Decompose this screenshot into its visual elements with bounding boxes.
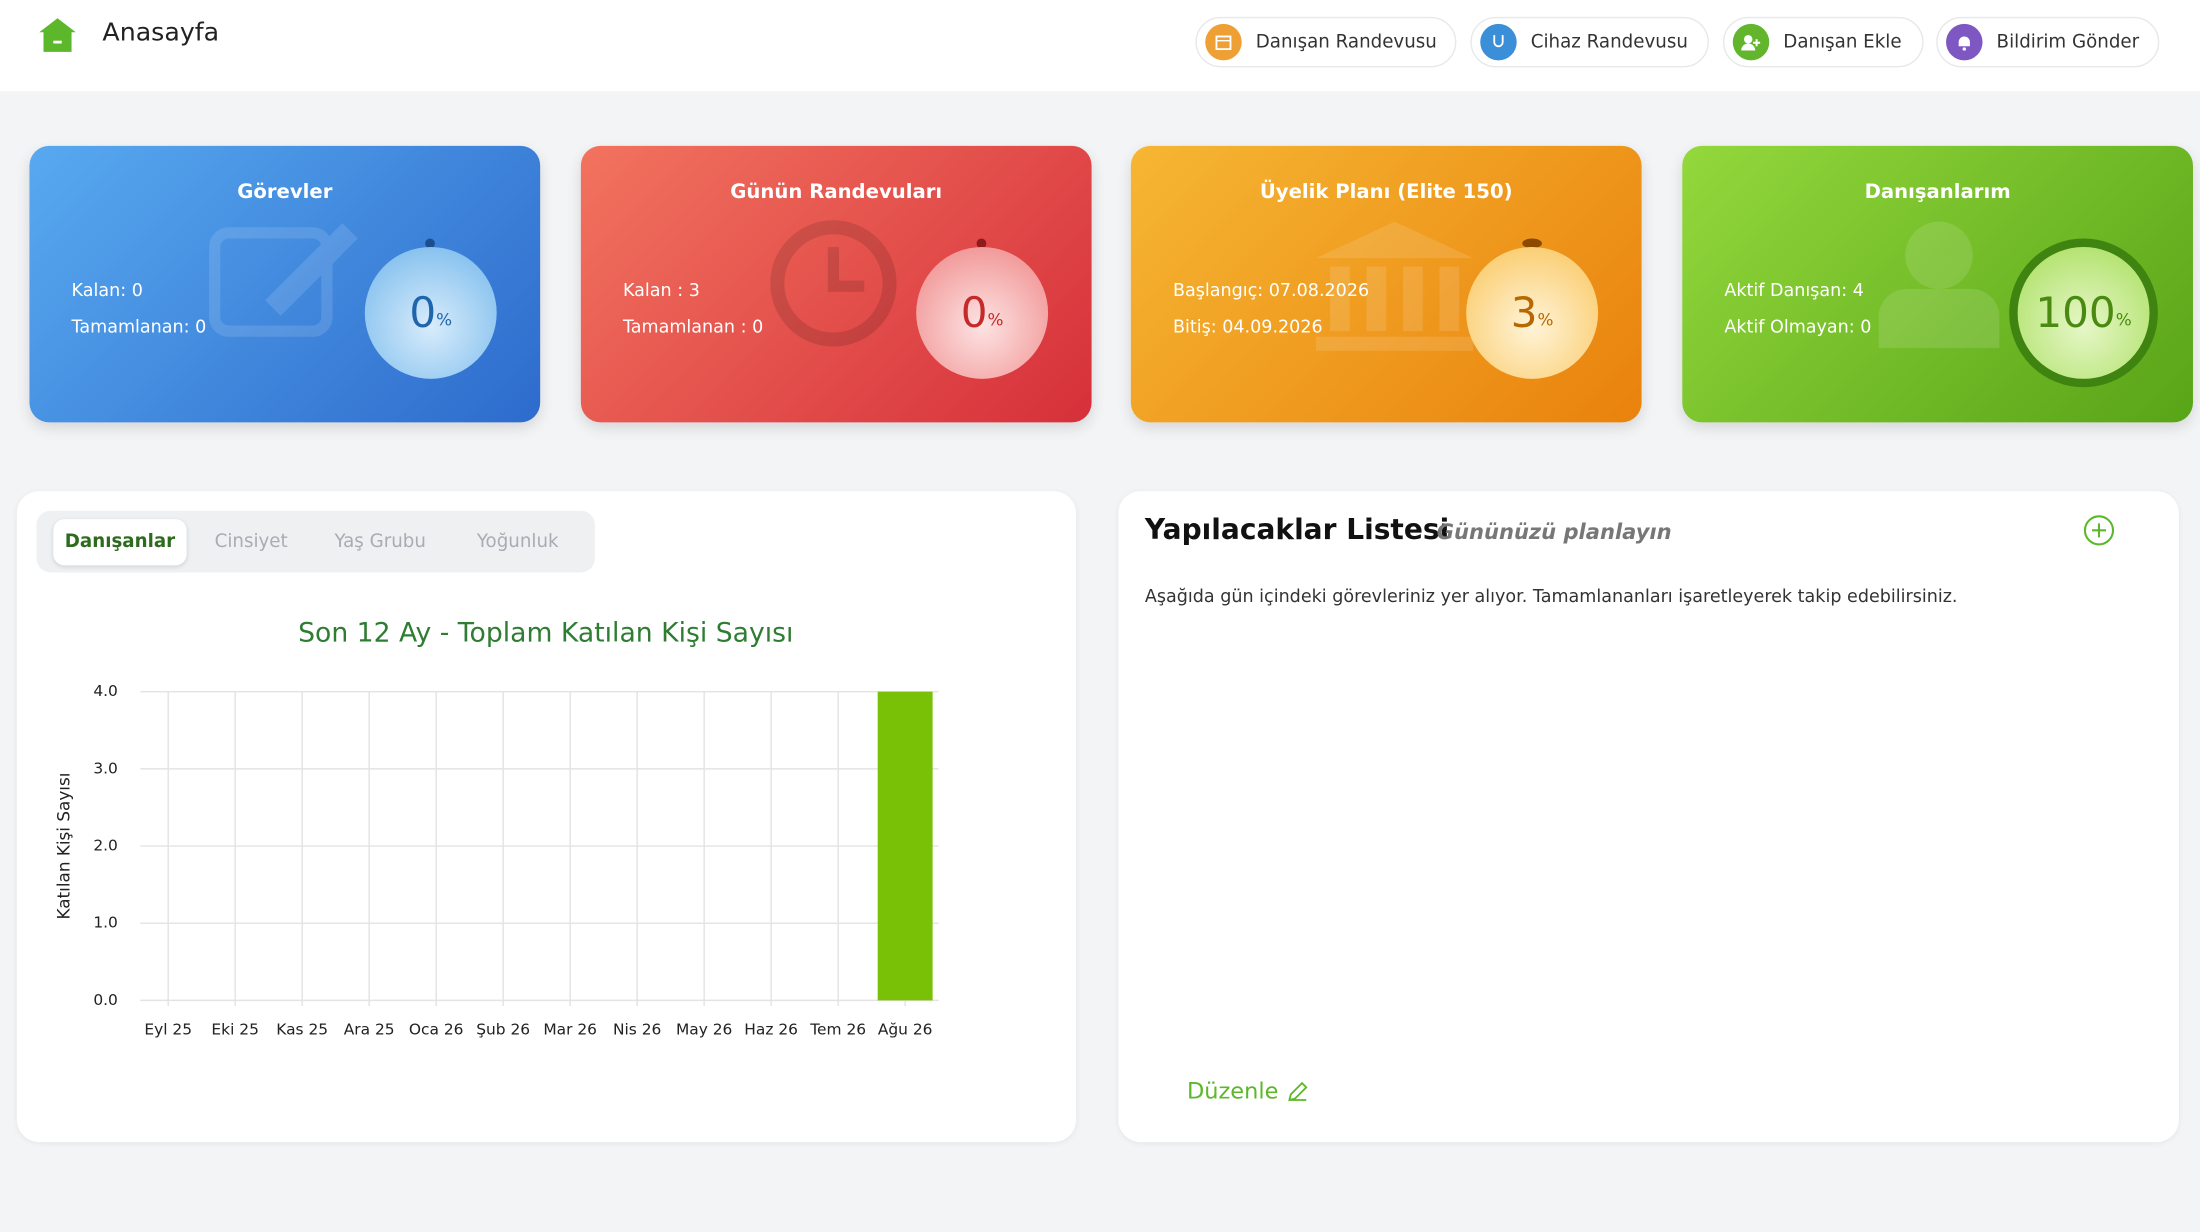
tab[interactable]: Danışanlar <box>53 519 187 566</box>
percent: 0 <box>960 288 988 338</box>
stat-card[interactable]: Üyelik Planı (Elite 150) Başlangıç: 07.0… <box>1130 145 1642 423</box>
y-tick-label: 0.0 <box>93 991 118 1009</box>
home-icon[interactable] <box>38 17 77 53</box>
y-tick-label: 2.0 <box>93 837 118 855</box>
card-line: Aktif Olmayan: 0 <box>1724 315 1872 337</box>
card-line: Aktif Danışan: 4 <box>1724 279 1864 301</box>
x-tick-label: May 26 <box>676 1020 732 1038</box>
button-label: Bildirim Gönder <box>1996 31 2140 53</box>
percent: 100 <box>2035 288 2116 338</box>
button-label: Danışan Randevusu <box>1255 31 1437 53</box>
edit-link[interactable]: Düzenle <box>1186 1077 1311 1105</box>
x-tick-label: Oca 26 <box>409 1020 464 1038</box>
gauge-dot <box>976 238 987 249</box>
x-tick-label: Haz 26 <box>744 1020 798 1038</box>
todo-panel: Yapılacaklar Listesi Gününüzü planlayın … <box>1118 491 2179 1143</box>
todo-title: Yapılacaklar Listesi <box>1144 512 1450 546</box>
edit-label: Düzenle <box>1186 1077 1279 1105</box>
x-tick-label: Eyl 25 <box>144 1020 192 1038</box>
button[interactable]: Bildirim Gönder <box>1936 16 2160 68</box>
x-tick-label: Kas 25 <box>276 1020 328 1038</box>
todo-subtitle: Gününüzü planlayın <box>1436 519 1672 545</box>
card-title: Üyelik Planı (Elite 150) <box>1259 180 1513 204</box>
gauge: 100% <box>2009 238 2158 388</box>
chart-panel: Danışanlar Cinsiyet Yaş Grubu Yoğunluk S… <box>16 491 1077 1143</box>
card-title: Danışanlarım <box>1864 180 2011 204</box>
x-tick-label: Mar 26 <box>543 1020 597 1038</box>
button[interactable]: Danışan Ekle <box>1722 16 1924 68</box>
header: Anasayfa Danışan Randevusu Cihaz Randevu… <box>0 0 2200 92</box>
y-axis-label: Katılan Kişi Sayısı <box>54 773 74 920</box>
card-line: Başlangıç: 07.08.2026 <box>1172 279 1370 301</box>
percent-unit: % <box>2115 310 2132 330</box>
card-icon <box>1878 221 2000 348</box>
chart-title: Son 12 Ay - Toplam Katılan Kişi Sayısı <box>298 618 793 649</box>
card-line: Tamamlanan: 0 <box>71 315 207 337</box>
card-line: Bitiş: 04.09.2026 <box>1172 315 1323 337</box>
card-title: Görevler <box>237 180 333 204</box>
percent-unit: % <box>987 310 1004 330</box>
percent: 3 <box>1510 288 1538 338</box>
card-line: Tamamlanan : 0 <box>622 315 764 337</box>
percent-unit: % <box>436 310 453 330</box>
tab-bar: Danışanlar Cinsiyet Yaş Grubu Yoğunluk <box>36 510 595 573</box>
y-tick-label: 1.0 <box>93 914 118 932</box>
card-icon <box>209 223 358 337</box>
button-label: Danışan Ekle <box>1783 31 1902 53</box>
bar <box>877 691 933 1001</box>
x-tick-label: Eki 25 <box>211 1020 259 1038</box>
gauge: 0% <box>916 246 1049 379</box>
card-icon <box>770 220 897 347</box>
todo-description: Aşağıda gün içindeki görevleriniz yer al… <box>1144 585 1958 607</box>
x-tick-label: Ağu 26 <box>878 1020 933 1038</box>
card-line: Kalan : 3 <box>622 279 700 301</box>
gauge: 0% <box>364 246 497 379</box>
card-title: Günün Randevuları <box>730 180 943 204</box>
button[interactable]: Cihaz Randevusu <box>1470 16 1709 68</box>
gauge: 3% <box>1466 246 1599 379</box>
button-label: Cihaz Randevusu <box>1530 31 1688 53</box>
y-tick-label: 4.0 <box>93 682 118 700</box>
tab[interactable]: Yoğunluk <box>476 531 559 553</box>
stat-card[interactable]: Günün Randevuları Kalan : 3 Tamamlanan :… <box>580 145 1092 423</box>
y-tick-label: 3.0 <box>93 759 118 777</box>
card-line: Kalan: 0 <box>71 279 143 301</box>
chart: Son 12 Ay - Toplam Katılan Kişi Sayısı K… <box>54 618 939 1038</box>
pencil-icon <box>1288 1081 1308 1101</box>
gauge-dot <box>1522 238 1542 249</box>
card-icon <box>1316 221 1474 351</box>
page-title: Anasayfa <box>102 18 220 48</box>
x-tick-label: Tem 26 <box>809 1020 866 1038</box>
x-tick-label: Ara 25 <box>344 1020 395 1038</box>
x-tick-label: Nis 26 <box>613 1020 661 1038</box>
percent-unit: % <box>1537 310 1554 330</box>
stat-card[interactable]: Görevler Kalan: 0 Tamamlanan: 0 0% <box>29 145 541 423</box>
x-tick-label: Şub 26 <box>476 1020 530 1038</box>
tab[interactable]: Cinsiyet <box>214 531 288 553</box>
gauge-dot <box>425 238 435 249</box>
add-button[interactable] <box>2082 514 2116 548</box>
tab[interactable]: Yaş Grubu <box>334 531 426 553</box>
stat-card[interactable]: Danışanlarım Aktif Danışan: 4 Aktif Olma… <box>1682 145 2193 423</box>
button[interactable]: Danışan Randevusu <box>1195 16 1457 68</box>
percent: 0 <box>409 288 437 338</box>
